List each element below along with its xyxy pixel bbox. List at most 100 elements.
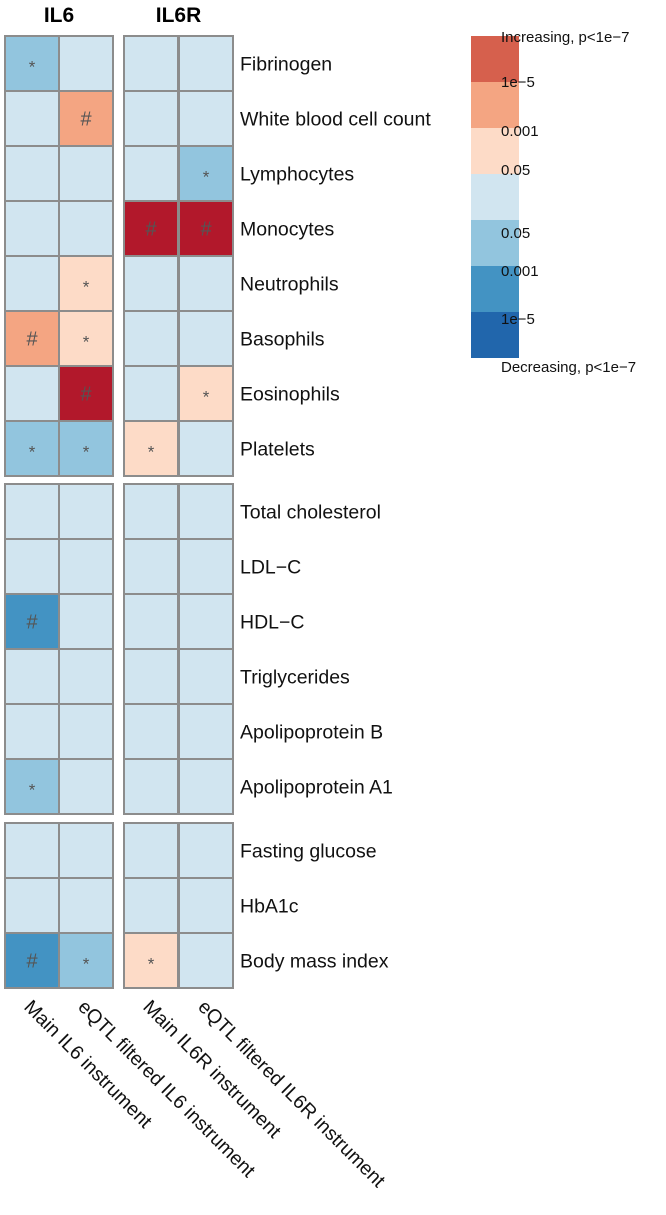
heatmap-cell [178,483,234,540]
heatmap-cell [123,877,179,934]
heatmap-cell [178,310,234,367]
heatmap-cell [58,200,114,257]
row-label: Lymphocytes [240,164,354,186]
legend-label: 0.05 [501,225,530,242]
heatmap-cell [178,703,234,760]
heatmap-cell [123,822,179,879]
row-label: Apolipoprotein B [240,722,383,744]
legend-label: 0.05 [501,162,530,179]
heatmap-cell [4,593,60,650]
heatmap-cell [58,35,114,92]
row-label: Fibrinogen [240,54,332,76]
heatmap-cell [58,255,114,312]
heatmap-cell [58,932,114,989]
legend-label: 0.001 [501,123,539,140]
heatmap-cell [178,877,234,934]
column-group-label: IL6 [44,4,74,27]
row-label: Platelets [240,439,315,461]
legend-swatch [471,128,519,174]
heatmap-cell [178,822,234,879]
asterisk-marker: * [83,443,90,462]
heatmap-cell [58,877,114,934]
heatmap-cell [123,648,179,705]
heatmap-cell [58,538,114,595]
legend-swatch [471,36,519,82]
heatmap-cell [58,822,114,879]
legend-label: Increasing, p<1e−7 [501,29,629,46]
heatmap-cell [58,420,114,477]
heatmap-cell [178,593,234,650]
legend-label: 1e−5 [501,311,535,328]
legend-label: 0.001 [501,263,539,280]
heatmap-cell [123,145,179,202]
hash-marker: # [80,384,92,406]
legend-label: 1e−5 [501,74,535,91]
heatmap-cell [123,310,179,367]
heatmap-cell [123,758,179,815]
row-label: Body mass index [240,951,389,973]
heatmap-cell [178,90,234,147]
row-label: Basophils [240,329,325,351]
row-label: Eosinophils [240,384,340,406]
asterisk-marker: * [203,168,210,187]
legend-label: Decreasing, p<1e−7 [501,359,636,376]
row-label: White blood cell count [240,109,431,131]
row-label: Monocytes [240,219,335,241]
heatmap-cell [4,200,60,257]
row-label: Triglycerides [240,667,350,689]
heatmap-cell [123,90,179,147]
heatmap-cell [58,593,114,650]
column-group-label: IL6R [156,4,202,27]
heatmap-cell [123,35,179,92]
legend-swatch [471,82,519,128]
asterisk-marker: * [148,955,155,974]
heatmap-cell [123,593,179,650]
heatmap-cell [4,877,60,934]
heatmap-cell [123,420,179,477]
heatmap-cell [58,648,114,705]
heatmap-cell [123,365,179,422]
asterisk-marker: * [29,781,36,800]
heatmap-cell [123,538,179,595]
heatmap-cell [58,483,114,540]
heatmap-cell [4,90,60,147]
hash-marker: # [26,329,38,351]
heatmap-cell [58,145,114,202]
heatmap-cell [4,365,60,422]
row-label: Apolipoprotein A1 [240,777,393,799]
heatmap-cell [58,758,114,815]
asterisk-marker: * [83,278,90,297]
asterisk-marker: * [203,388,210,407]
heatmap-cell [178,35,234,92]
row-label: Total cholesterol [240,502,381,524]
row-label: HDL−C [240,612,304,634]
heatmap-cell [4,538,60,595]
heatmap-cell [58,310,114,367]
heatmap-cell [4,822,60,879]
heatmap-cell [4,35,60,92]
legend-swatch [471,220,519,266]
heatmap-cell [178,420,234,477]
heatmap-cell [4,483,60,540]
asterisk-marker: * [29,58,36,77]
hash-marker: # [26,612,38,634]
row-label: LDL−C [240,557,301,579]
row-label: HbA1c [240,896,299,918]
heatmap-cell [4,932,60,989]
legend-swatch [471,174,519,220]
heatmap-cell [4,703,60,760]
hash-marker: # [145,219,157,241]
hash-marker: # [80,109,92,131]
heatmap-cell [4,648,60,705]
asterisk-marker: * [148,443,155,462]
heatmap-cell [123,483,179,540]
heatmap-cell [123,255,179,312]
heatmap-cell [4,145,60,202]
heatmap-cell [178,758,234,815]
asterisk-marker: * [83,333,90,352]
hash-marker: # [26,951,38,973]
row-label: Neutrophils [240,274,339,296]
hash-marker: # [200,219,212,241]
legend-swatch [471,266,519,312]
